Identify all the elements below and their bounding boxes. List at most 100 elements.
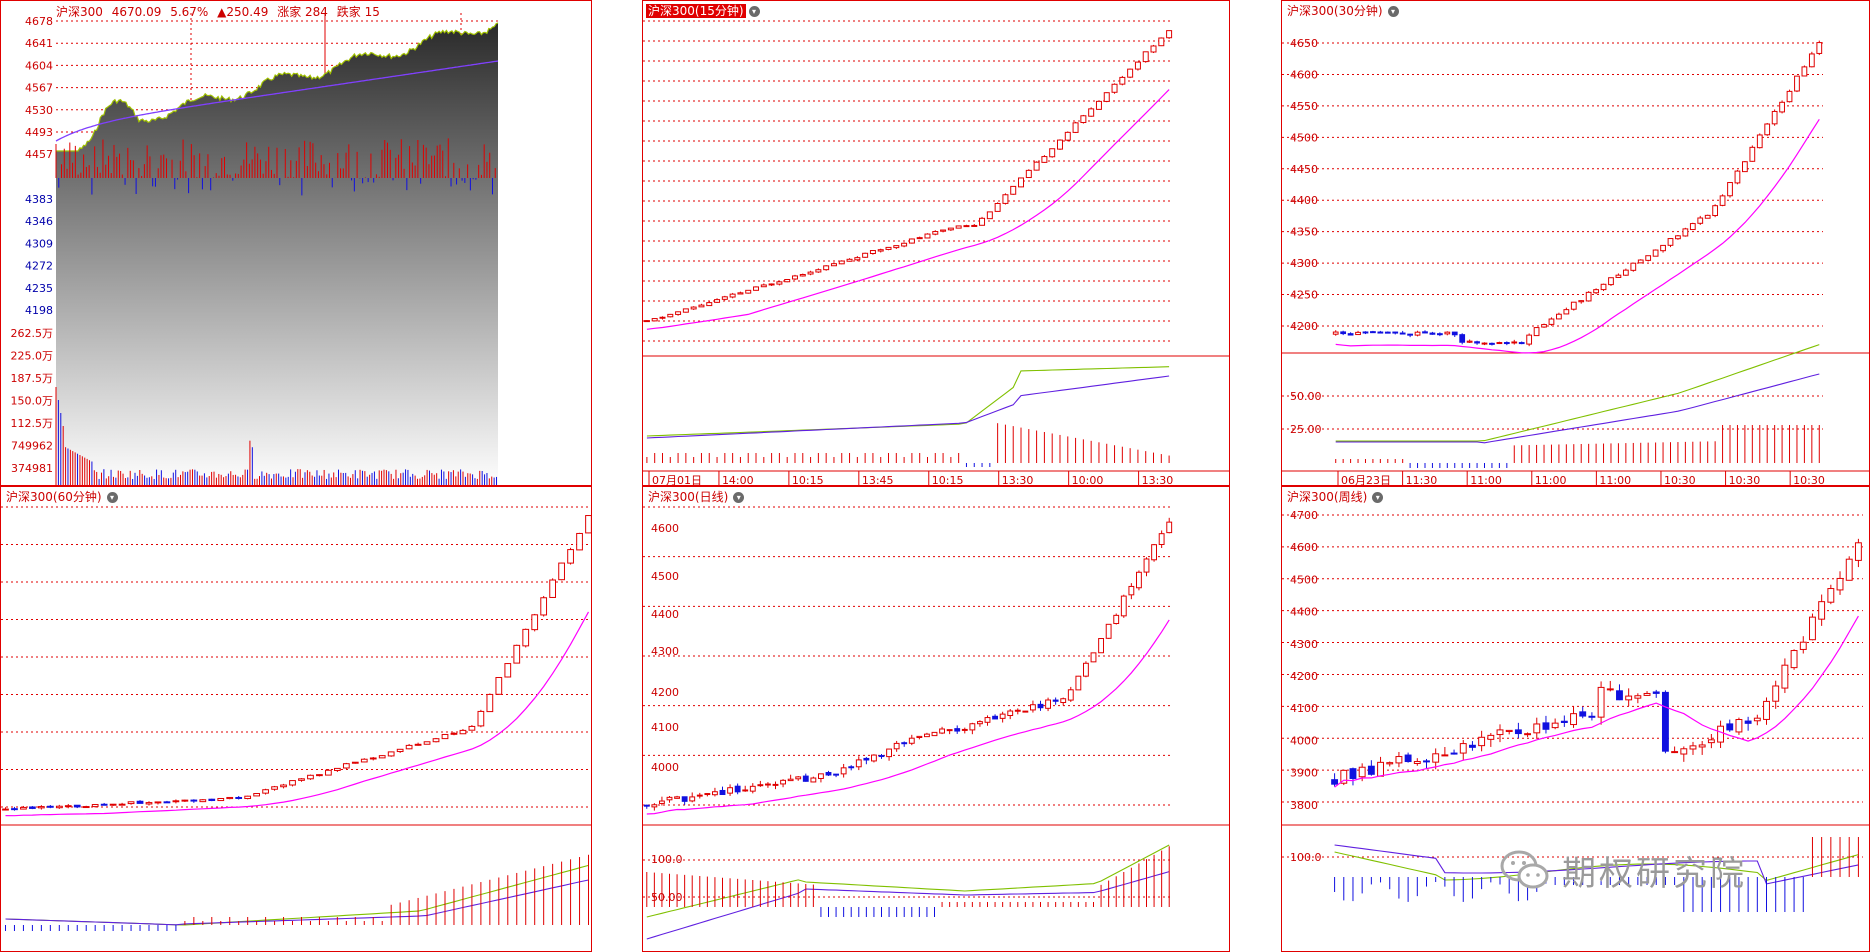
candle-up [1441,754,1449,757]
indicator-line-d [646,375,1170,439]
x-axis-label: 11:30 [1406,474,1438,485]
price-tick-label: 4550 [1290,100,1318,113]
kline-panel-60m[interactable]: 沪深300(60分钟) ▾ [0,486,592,952]
candle-up [253,793,261,797]
candle-up [1033,161,1040,171]
candle-up [643,320,650,323]
price-tick-label: 4600 [651,522,679,535]
candle-up [760,284,767,288]
chevron-down-icon[interactable]: ▾ [1387,6,1399,17]
candle-down [1331,779,1339,785]
last-price: 4670.09 [111,5,162,19]
panel-title-30m[interactable]: 沪深300(30分钟) ▾ [1285,2,1399,19]
candle-up [1779,101,1785,113]
candle-down [1340,331,1347,335]
chevron-down-icon[interactable]: ▾ [748,6,760,17]
candle-up [963,225,970,228]
candle-up [1045,699,1051,709]
candle-down [1503,342,1510,345]
candle-up [154,801,162,804]
candle-up [1593,289,1599,294]
intraday-chart-panel[interactable]: 沪深300 4670.09 5.67% ▲250.49 涨家 284 跌家 15… [0,0,592,486]
candle-up [1526,334,1533,345]
chevron-down-icon[interactable]: ▾ [1372,492,1384,503]
candle-up [1505,729,1513,732]
price-tick-label: 3900 [1290,767,1318,780]
chevron-down-icon[interactable]: ▾ [733,492,745,503]
candle-up [316,774,323,777]
candle-down [825,772,832,776]
price-tick-label: 4309 [25,237,53,250]
candle-up [696,794,703,797]
candle-up [1608,277,1614,286]
candle-up [1818,601,1826,620]
candle-up [1667,238,1674,246]
candle-up [729,293,736,298]
panel-title-week[interactable]: 沪深300(周线) ▾ [1285,488,1384,505]
candle-up [1827,588,1835,603]
candle-up [830,263,837,267]
candle-up [64,805,72,808]
candle-up [994,203,1001,212]
price-tick-label: 4100 [651,721,679,734]
x-axis-label: 07月01日 [652,474,702,485]
candle-up [1166,521,1173,534]
candle-down [1429,332,1436,335]
candle-up [893,245,900,249]
kline-panel-30m[interactable]: 沪深300(30分钟) ▾ 4650 4600 4550 4500 4450 4400 435… [1281,0,1870,486]
candle-up [432,738,440,743]
candle-up [977,721,983,725]
candle-up [947,227,954,231]
panel-title-day[interactable]: 沪深300(日线) ▾ [646,488,745,505]
candle-up [1151,544,1157,561]
candle-up [1660,244,1666,252]
candle-up [1414,331,1421,336]
price-tick-label: 4400 [651,608,679,621]
price-tick-label: 4600 [1290,541,1318,554]
candle-down [1370,331,1376,334]
candle-up [585,515,591,534]
candle-up [1524,733,1532,736]
panel-title-60m[interactable]: 沪深300(60分钟) ▾ [4,488,118,505]
candle-down [1451,331,1458,336]
candle-up [325,769,332,776]
candle-up [549,579,557,598]
price-tick-label: 4235 [25,282,53,295]
candle-up [1158,37,1165,47]
candle-up [369,757,377,760]
kline-panel-15m[interactable]: 沪深300(15分钟) ▾ 07月01日 14:00 10:15 13:45 10:15 1… [642,0,1230,486]
price-tick-label: 4530 [25,104,53,117]
candle-up [675,311,682,315]
kline-canvas-30m: 4650 4600 4550 4500 4450 4400 4350 4300 4250 4200… [1282,37,1869,485]
candle-up [1689,745,1697,750]
price-tick-label: 4450 [1290,163,1318,176]
candle-up [807,271,814,275]
candle-up [1511,341,1518,344]
candle-up [1022,710,1029,713]
candle-down [1392,331,1399,334]
candle-up [721,296,728,300]
candle-up [1143,558,1150,573]
candle-up [1018,177,1025,188]
candle-up [244,795,252,800]
candle-down [73,804,81,808]
candle-up [984,717,991,723]
indicator-tick-label: 50.00 [651,891,683,904]
candle-up [82,806,90,809]
chevron-down-icon[interactable]: ▾ [106,492,118,503]
candle-up [840,767,847,775]
candle-up [1570,301,1577,310]
candle-down [1423,760,1430,763]
kline-panel-week[interactable]: 沪深300(周线) ▾ 4700 4600 4500 4400 4300 4200 4100 4… [1281,486,1870,952]
panel-title-15m[interactable]: 沪深300(15分钟) ▾ [646,2,760,19]
candle-up [1002,194,1009,204]
candle-down [802,775,809,782]
change-pct: 5.67% [170,5,209,19]
advancers: 涨家 284 [277,5,328,19]
candle-up [818,773,824,779]
avg-price-line [55,60,499,142]
candle-up [955,225,962,229]
candle-down [1514,729,1522,735]
candle-down [992,715,998,720]
kline-panel-day[interactable]: 沪深300(日线) ▾ 4600 4500 4400 4300 4200 4100 4000 1… [642,486,1230,952]
